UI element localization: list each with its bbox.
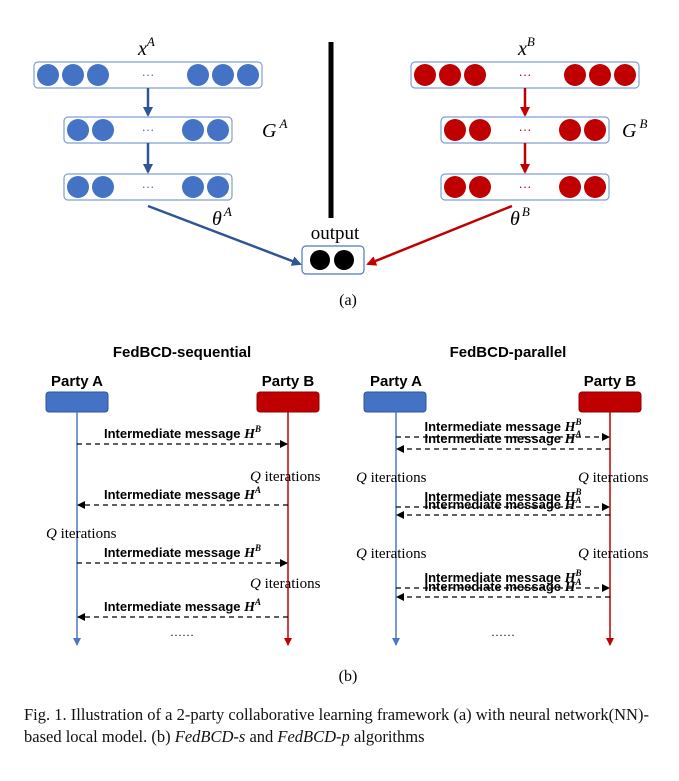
seq-q-iterations: Q iterations xyxy=(46,526,117,542)
party-a-neuron xyxy=(92,119,114,141)
par-q-iterations-b: Q iterations xyxy=(578,546,649,562)
seq-q-iterations: Q iterations xyxy=(250,576,321,592)
sequential-message-label: Intermediate message HA xyxy=(104,485,261,503)
par-q-iterations-a: Q iterations xyxy=(356,470,427,486)
party-b-neuron xyxy=(469,176,491,198)
party-b-layer-ellipsis: ··· xyxy=(519,122,532,137)
input-label-b: xB xyxy=(517,34,535,60)
sequential-message-label: Intermediate message HB xyxy=(104,424,261,442)
caption-alg-p: FedBCD-p xyxy=(277,727,350,746)
par-party-b-label: Party B xyxy=(584,373,637,390)
party-a-neuron xyxy=(207,119,229,141)
seq-party-b-box xyxy=(256,391,320,413)
party-a-neuron xyxy=(182,176,204,198)
par-party-a-label: Party A xyxy=(370,373,422,390)
input-label-a: xA xyxy=(137,34,155,60)
party-a-layer-ellipsis: ··· xyxy=(142,67,155,82)
sequential-messages: Intermediate message HB Intermediate mess… xyxy=(77,424,288,621)
seq-ellipsis: …… xyxy=(170,625,194,639)
party-b-neuron xyxy=(564,64,586,86)
arrow-to-output-a xyxy=(147,204,302,266)
party-a-layer-ellipsis: ··· xyxy=(142,122,155,137)
sequential-message-label: Intermediate message HA xyxy=(104,597,261,615)
par-ellipsis: …… xyxy=(491,625,515,639)
party-b-neuron xyxy=(444,119,466,141)
caption-alg-s: FedBCD-s xyxy=(174,727,246,746)
par-q-iterations-b: Q iterations xyxy=(578,470,649,486)
party-b-neuron xyxy=(444,176,466,198)
party-b-neuron xyxy=(439,64,461,86)
party-b-layer-ellipsis: ··· xyxy=(519,179,532,194)
party-a-network: ··· ··· ··· xyxy=(33,61,263,201)
party-b-network: ··· ··· ··· xyxy=(410,61,640,201)
party-b-neuron xyxy=(464,64,486,86)
party-a-neuron xyxy=(237,64,259,86)
par-q-iterations-a: Q iterations xyxy=(356,546,427,562)
parallel-message-label: Intermediate message HA xyxy=(424,577,581,595)
parallel-message-label: Intermediate message HA xyxy=(424,495,581,513)
party-a-neuron xyxy=(67,176,89,198)
parallel-message-label: Intermediate message HB xyxy=(424,487,581,505)
output-node xyxy=(334,250,354,270)
party-a-neuron xyxy=(67,119,89,141)
output-node xyxy=(310,250,330,270)
par-party-a-box xyxy=(363,391,427,413)
party-b-neuron xyxy=(469,119,491,141)
party-b-neuron xyxy=(589,64,611,86)
sequential-message-label: Intermediate message HB xyxy=(104,543,261,561)
par-party-b-box xyxy=(578,391,642,413)
figure-caption: Fig. 1. Illustration of a 2-party collab… xyxy=(24,704,664,748)
party-b-neuron xyxy=(559,176,581,198)
parallel-message-label: Intermediate message HA xyxy=(424,429,581,447)
party-b-neuron xyxy=(614,64,636,86)
caption-text: Fig. 1. Illustration of a 2-party collab… xyxy=(24,705,649,746)
caption-and: and xyxy=(245,727,278,746)
party-b-neuron xyxy=(559,119,581,141)
party-a-neuron xyxy=(62,64,84,86)
seq-party-a-label: Party A xyxy=(51,373,103,390)
party-a-neuron xyxy=(92,176,114,198)
sequential-title: FedBCD-sequential xyxy=(113,344,251,361)
output-label: output xyxy=(311,223,360,244)
party-b-neuron xyxy=(414,64,436,86)
party-a-neuron xyxy=(87,64,109,86)
parallel-message-label: Intermediate message HB xyxy=(424,417,581,435)
seq-party-b-label: Party B xyxy=(262,373,315,390)
party-b-neuron xyxy=(584,119,606,141)
party-a-neuron xyxy=(212,64,234,86)
seq-q-iterations: Q iterations xyxy=(250,469,321,485)
party-a-layer-ellipsis: ··· xyxy=(142,179,155,194)
seq-party-a-box xyxy=(45,391,109,413)
panel-b-label: (b) xyxy=(339,668,358,685)
party-b-layer-ellipsis: ··· xyxy=(519,67,532,82)
party-a-neuron xyxy=(182,119,204,141)
party-a-neuron xyxy=(187,64,209,86)
parallel-message-label: Intermediate message HB xyxy=(424,568,581,586)
parallel-title: FedBCD-parallel xyxy=(450,344,567,361)
panel-a-label: (a) xyxy=(339,292,357,309)
arrow-to-output-b xyxy=(366,204,513,266)
party-b-neuron xyxy=(584,176,606,198)
caption-end: algorithms xyxy=(349,727,425,746)
panel-b: FedBCD-sequential FedBCD-parallel Party … xyxy=(45,344,649,685)
party-a-neuron xyxy=(207,176,229,198)
party-a-neuron xyxy=(37,64,59,86)
